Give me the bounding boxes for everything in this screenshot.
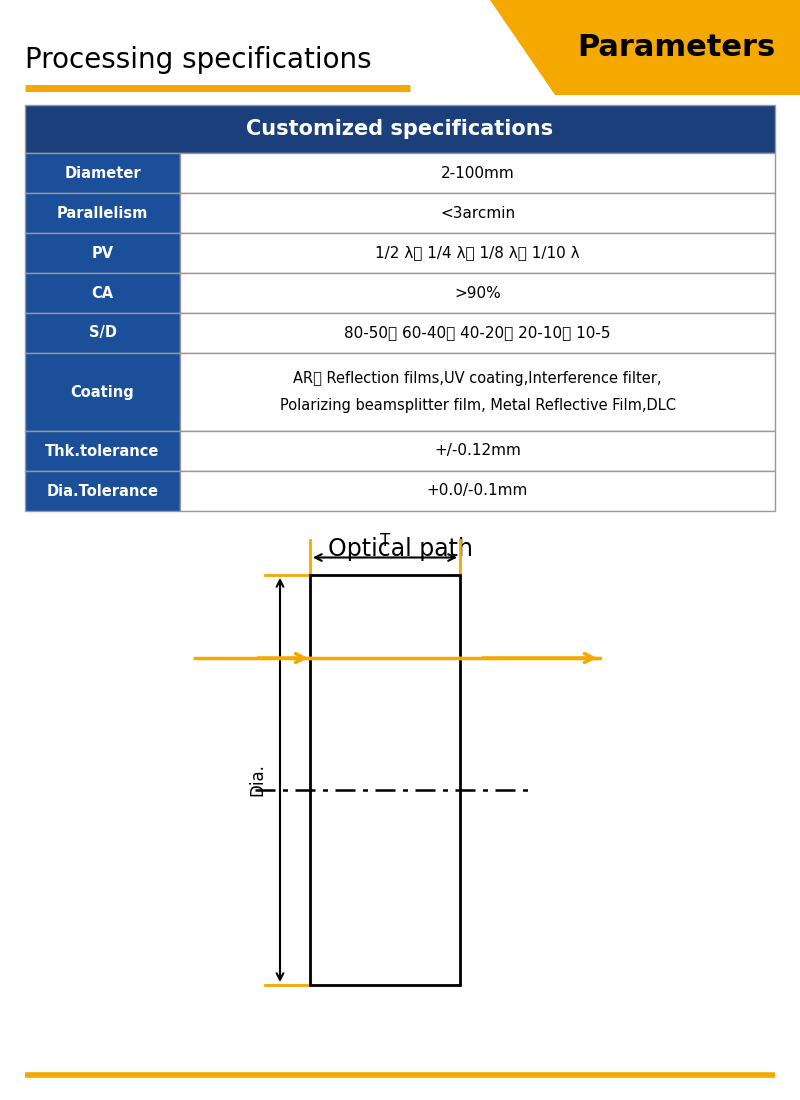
Bar bbox=[310, 575, 460, 984]
Bar bbox=[25, 431, 180, 471]
Bar bbox=[25, 273, 180, 314]
Bar bbox=[25, 353, 180, 431]
Text: Customized specifications: Customized specifications bbox=[246, 119, 554, 139]
Text: 80-50、 60-40、 40-20、 20-10、 10-5: 80-50、 60-40、 40-20、 20-10、 10-5 bbox=[344, 326, 610, 341]
Bar bbox=[180, 192, 775, 233]
Text: 1/2 λ、 1/4 λ、 1/8 λ、 1/10 λ: 1/2 λ、 1/4 λ、 1/8 λ、 1/10 λ bbox=[375, 245, 580, 261]
Text: AR、 Reflection films,UV coating,Interference filter,: AR、 Reflection films,UV coating,Interfer… bbox=[294, 371, 662, 386]
Bar bbox=[180, 273, 775, 314]
Text: Parameters: Parameters bbox=[577, 33, 775, 62]
Bar bbox=[180, 471, 775, 512]
Text: Dia.Tolerance: Dia.Tolerance bbox=[46, 484, 158, 498]
Bar bbox=[180, 431, 775, 471]
Text: CA: CA bbox=[91, 286, 114, 300]
Text: +/-0.12mm: +/-0.12mm bbox=[434, 443, 521, 459]
Text: Thk.tolerance: Thk.tolerance bbox=[46, 443, 160, 459]
Text: PV: PV bbox=[91, 245, 114, 261]
Bar bbox=[25, 192, 180, 233]
Bar bbox=[25, 471, 180, 512]
Bar bbox=[25, 104, 775, 153]
Text: >90%: >90% bbox=[454, 286, 501, 300]
Text: <3arcmin: <3arcmin bbox=[440, 206, 515, 220]
Text: Processing specifications: Processing specifications bbox=[25, 46, 372, 74]
Text: Optical path: Optical path bbox=[327, 537, 473, 561]
Bar bbox=[25, 233, 180, 273]
Bar bbox=[180, 353, 775, 431]
Text: Diameter: Diameter bbox=[64, 165, 141, 180]
Text: Dia.: Dia. bbox=[248, 763, 266, 796]
Bar bbox=[180, 314, 775, 353]
Polygon shape bbox=[490, 0, 800, 95]
Bar bbox=[25, 153, 180, 192]
Bar bbox=[180, 233, 775, 273]
Text: Parallelism: Parallelism bbox=[57, 206, 148, 220]
Bar bbox=[25, 314, 180, 353]
Text: Polarizing beamsplitter film, Metal Reflective Film,DLC: Polarizing beamsplitter film, Metal Refl… bbox=[279, 398, 675, 412]
Text: Coating: Coating bbox=[70, 385, 134, 399]
Text: T: T bbox=[380, 531, 390, 550]
Text: 2-100mm: 2-100mm bbox=[441, 165, 514, 180]
Text: S/D: S/D bbox=[89, 326, 117, 341]
Text: +0.0/-0.1mm: +0.0/-0.1mm bbox=[427, 484, 528, 498]
Bar bbox=[180, 153, 775, 192]
